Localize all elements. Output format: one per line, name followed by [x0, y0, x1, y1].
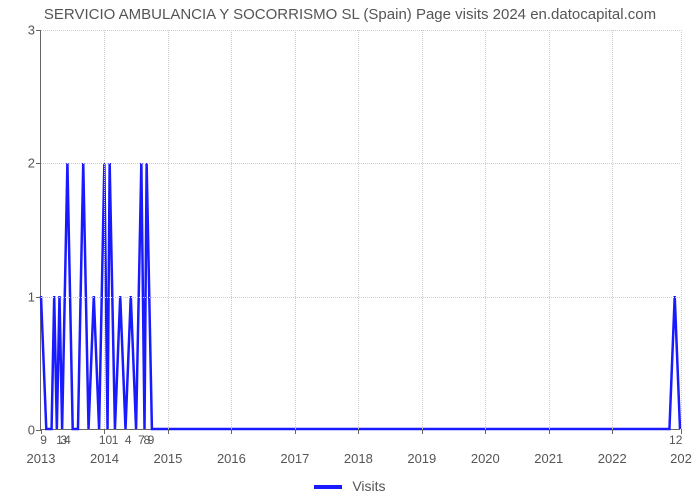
x-tick-label: 2021	[534, 451, 563, 466]
gridline-h	[41, 297, 680, 299]
x-tickmark	[485, 429, 486, 434]
x-tickmark	[358, 429, 359, 434]
x-tick-label: 2014	[90, 451, 119, 466]
chart-title: SERVICIO AMBULANCIA Y SOCORRISMO SL (Spa…	[0, 6, 700, 23]
y-tickmark	[36, 163, 41, 164]
gridline-v	[295, 30, 297, 429]
gridline-v	[485, 30, 487, 429]
line-series	[41, 30, 680, 429]
gridline-v	[681, 30, 683, 429]
y-tickmark	[36, 30, 41, 31]
x-tickmark	[295, 429, 296, 434]
gridline-v	[549, 30, 551, 429]
y-tick-label: 0	[7, 423, 35, 438]
y-tick-label: 2	[7, 156, 35, 171]
x-tick-label: 202	[670, 451, 692, 466]
y-tick-label: 1	[7, 289, 35, 304]
x-sub-label: 9	[40, 433, 47, 447]
legend-label: Visits	[352, 478, 385, 494]
legend: Visits	[0, 478, 700, 494]
x-tickmark	[549, 429, 550, 434]
legend-swatch	[314, 485, 342, 489]
x-tickmark	[168, 429, 169, 434]
gridline-v	[231, 30, 233, 429]
x-tick-label: 2018	[344, 451, 373, 466]
gridline-v	[168, 30, 170, 429]
gridline-v	[422, 30, 424, 429]
y-tick-label: 3	[7, 23, 35, 38]
x-sub-label: 4	[64, 433, 71, 447]
x-sub-label: 4	[125, 433, 132, 447]
x-sub-label: 9	[148, 433, 155, 447]
x-sub-label: 1	[112, 433, 119, 447]
x-sub-label: 10	[99, 433, 112, 447]
x-tick-label: 2019	[407, 451, 436, 466]
gridline-v	[612, 30, 614, 429]
x-tick-label: 2020	[471, 451, 500, 466]
x-tick-label: 2015	[153, 451, 182, 466]
x-sub-label: 12	[669, 433, 682, 447]
x-tick-label: 2022	[598, 451, 627, 466]
x-tick-label: 2013	[27, 451, 56, 466]
gridline-h	[41, 163, 680, 165]
gridline-v	[104, 30, 106, 429]
x-tickmark	[231, 429, 232, 434]
y-tickmark	[36, 297, 41, 298]
plot-area: 0123201320142015201620172018201920202021…	[40, 30, 680, 430]
x-tickmark	[422, 429, 423, 434]
x-tick-label: 2016	[217, 451, 246, 466]
x-tick-label: 2017	[280, 451, 309, 466]
gridline-v	[358, 30, 360, 429]
gridline-h	[41, 30, 680, 32]
x-tickmark	[612, 429, 613, 434]
